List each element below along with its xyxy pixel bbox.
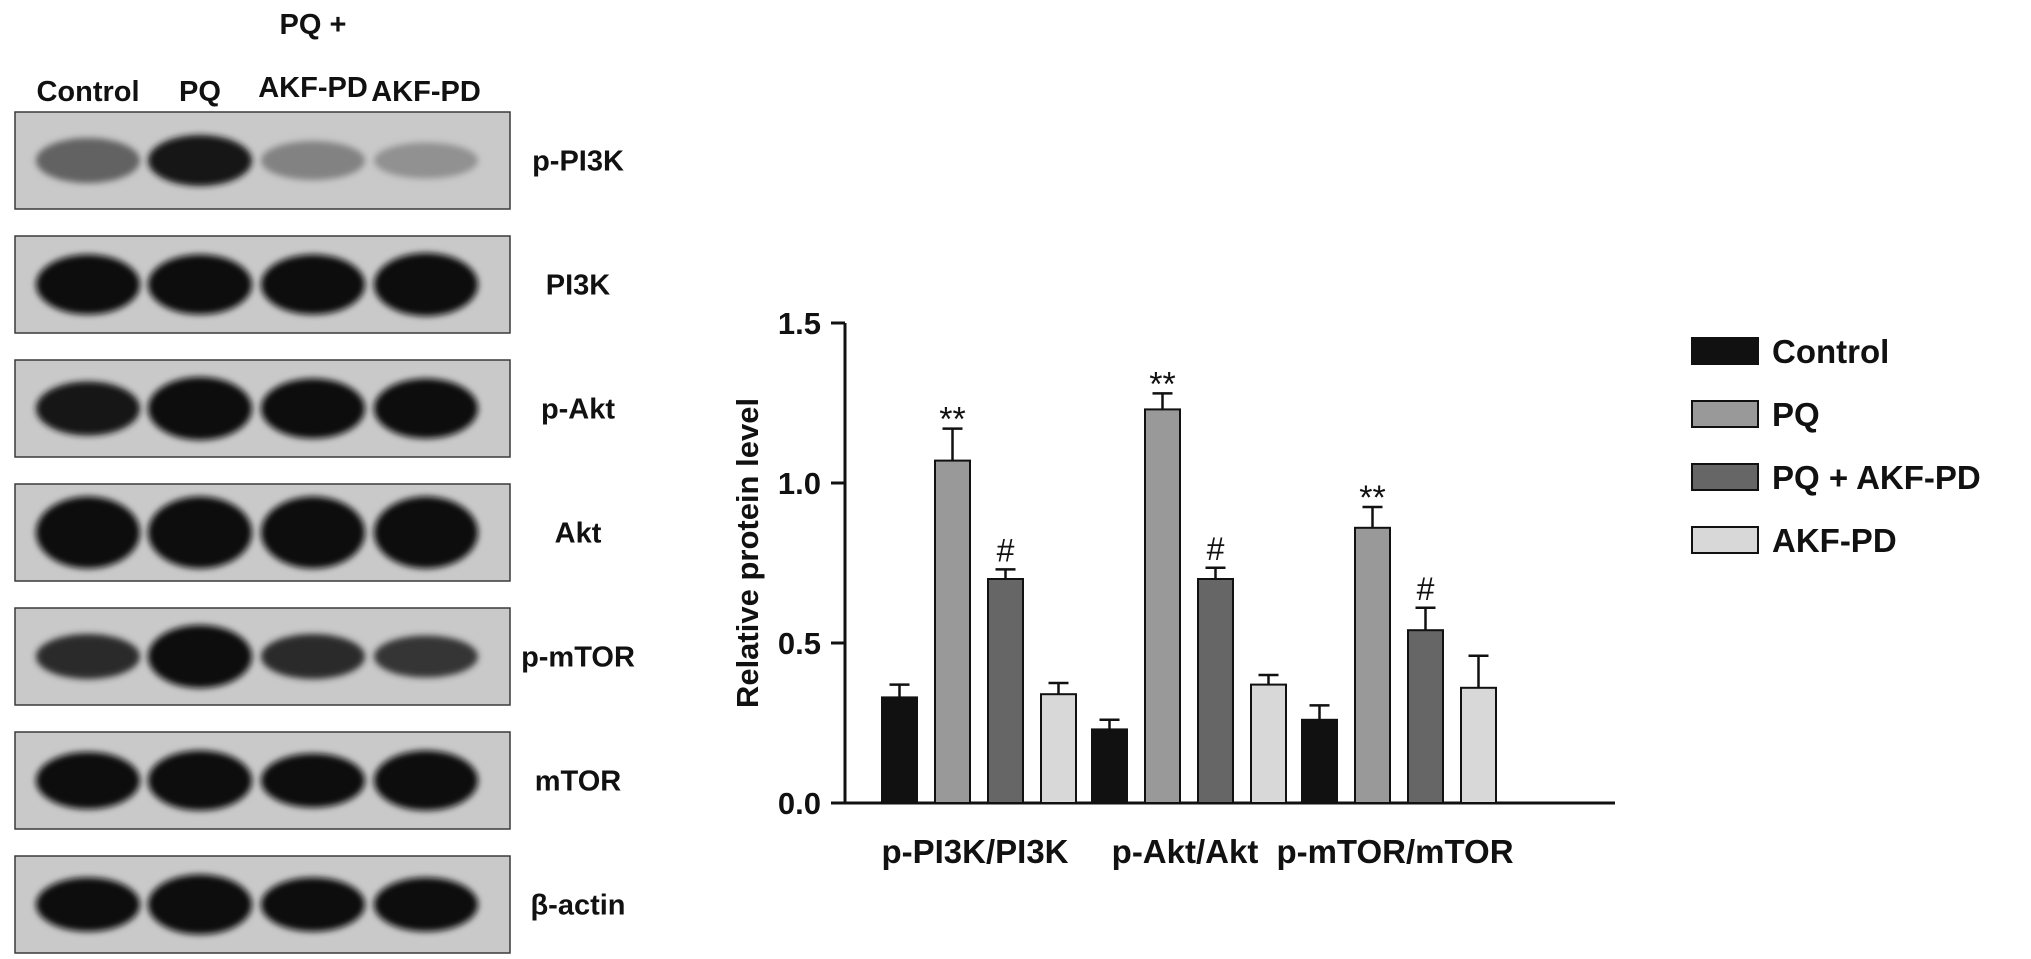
x-tick-label: p-PI3K/PI3K: [881, 833, 1068, 870]
bar-group: ** #: [881, 401, 1077, 805]
blot-band: [261, 496, 365, 569]
y-axis-label: Relative protein level: [730, 398, 765, 708]
blot-band: [261, 877, 365, 932]
blot-band: [36, 254, 140, 315]
blot-band: [36, 138, 140, 183]
y-tick-label: 0.5: [778, 626, 821, 661]
blot-row-2: PI3K: [14, 235, 611, 334]
legend: Control PQ PQ + AKF-PD AKF-PD: [1691, 333, 1981, 559]
blot-band: [36, 381, 140, 436]
bar: [1460, 686, 1497, 804]
blot-band: [374, 750, 478, 811]
blot-band: [261, 254, 365, 315]
bar: [1040, 693, 1077, 805]
legend-label: PQ: [1772, 396, 1820, 433]
blot-top-label: PQ +: [280, 9, 347, 41]
blot-row-label: p-mTOR: [521, 642, 635, 674]
blot-row-label: p-Akt: [541, 394, 615, 426]
blot-band: [36, 877, 140, 932]
legend-label: PQ + AKF-PD: [1772, 459, 1981, 496]
bar: [934, 459, 971, 804]
blot-row-label: mTOR: [535, 766, 622, 798]
blot-band: [36, 496, 140, 569]
bar: [881, 696, 918, 805]
blot-row-4: Akt: [14, 483, 602, 582]
bar: [1197, 578, 1234, 804]
blot-lane-label-4: AKF-PD: [371, 76, 481, 108]
blot-band: [374, 142, 478, 179]
blot-row-label: β-actin: [530, 890, 625, 922]
x-tick-label: p-Akt/Akt: [1112, 833, 1259, 870]
blot-band: [148, 625, 252, 688]
blot-band: [261, 753, 365, 808]
blot-row-3: p-Akt: [14, 359, 615, 458]
y-tick-label: 0.0: [778, 786, 821, 821]
blot-band: [148, 750, 252, 811]
legend-label: AKF-PD: [1772, 522, 1897, 559]
bar-group: ** #: [1091, 365, 1287, 805]
legend-swatch: [1691, 526, 1759, 554]
blot-lane-label-3: AKF-PD: [258, 72, 368, 104]
legend-swatch: [1691, 400, 1759, 428]
blot-band: [261, 634, 365, 679]
significance-label: #: [1207, 531, 1225, 567]
western-blot-panel: PQ + Control PQ AKF-PD AKF-PD p-PI3K PI3K…: [14, 9, 635, 954]
blot-row-6: mTOR: [14, 731, 622, 830]
blot-band: [36, 634, 140, 679]
blot-band: [261, 378, 365, 439]
blot-row-5: p-mTOR: [14, 607, 635, 706]
legend-swatch: [1691, 337, 1759, 365]
blot-row-label: p-PI3K: [532, 146, 624, 178]
significance-label: #: [997, 532, 1015, 568]
blot-band: [148, 377, 252, 440]
blot-row-label: Akt: [555, 518, 602, 550]
y-tick-label: 1.0: [778, 466, 821, 501]
blot-band: [374, 877, 478, 932]
legend-item: AKF-PD: [1691, 522, 1897, 559]
significance-label: **: [939, 401, 965, 439]
blot-band: [36, 752, 140, 809]
bar: [1250, 683, 1287, 804]
blot-band: [148, 135, 252, 186]
bar: [1301, 718, 1338, 804]
blot-band: [148, 874, 252, 935]
bar: [1407, 629, 1444, 805]
blot-band: [374, 253, 478, 316]
bar: [987, 578, 1024, 804]
bar: [1354, 526, 1391, 804]
blot-row-label: PI3K: [546, 270, 611, 302]
blot-lane-label-1: Control: [36, 76, 139, 108]
bar-chart: Relative protein level 0.00.51.01.5**#**…: [730, 306, 1981, 870]
blot-band: [374, 496, 478, 569]
blot-row-1: p-PI3K: [14, 111, 624, 210]
blot-band: [261, 141, 365, 180]
significance-label: **: [1359, 479, 1385, 517]
significance-label: **: [1149, 365, 1175, 403]
bar: [1144, 408, 1181, 804]
bar-group: ** #: [1301, 479, 1497, 805]
blot-row-7: β-actin: [14, 855, 626, 954]
x-tick-label: p-mTOR/mTOR: [1276, 833, 1513, 870]
significance-label: #: [1417, 571, 1435, 607]
bar: [1091, 728, 1128, 805]
legend-item: PQ + AKF-PD: [1691, 459, 1981, 496]
blot-band: [148, 496, 252, 569]
blot-lane-label-2: PQ: [179, 76, 221, 108]
legend-swatch: [1691, 463, 1759, 491]
blot-band: [374, 378, 478, 439]
blot-band: [374, 635, 478, 678]
y-tick-label: 1.5: [778, 306, 821, 341]
legend-label: Control: [1772, 333, 1889, 370]
blot-band: [148, 254, 252, 315]
legend-item: Control: [1691, 333, 1889, 370]
legend-item: PQ: [1691, 396, 1820, 433]
